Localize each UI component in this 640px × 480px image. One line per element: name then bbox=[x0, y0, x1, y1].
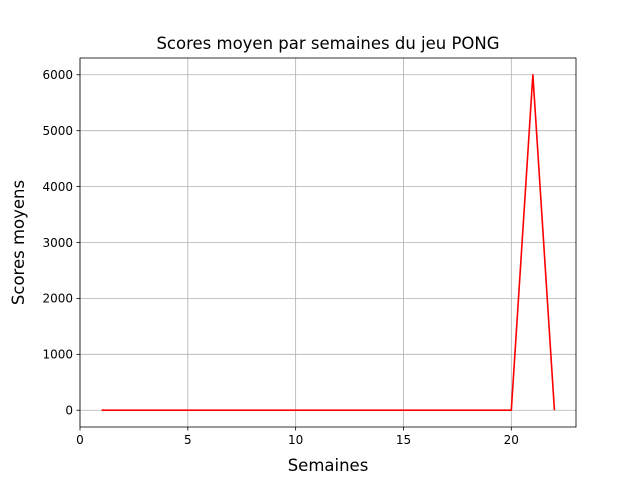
y-tick-label: 1000 bbox=[42, 348, 73, 362]
x-tick-label: 5 bbox=[184, 433, 192, 447]
x-tick-label: 0 bbox=[76, 433, 84, 447]
y-axis-label: Scores moyens bbox=[9, 180, 28, 305]
y-tick-label: 5000 bbox=[42, 124, 73, 138]
y-tick-label: 0 bbox=[65, 404, 73, 418]
ticks: 0 5 10 15 20 0 1000 2000 3000 4000 5000 6000 bbox=[42, 68, 518, 447]
y-tick-label: 3000 bbox=[42, 236, 73, 250]
grid bbox=[79, 58, 576, 427]
x-tick-label: 20 bbox=[504, 433, 519, 447]
x-tick-label: 10 bbox=[288, 433, 303, 447]
series-line bbox=[101, 73, 556, 412]
y-tick-label: 6000 bbox=[42, 68, 73, 82]
y-tick-label: 2000 bbox=[42, 292, 73, 306]
x-axis-label: Semaines bbox=[288, 456, 369, 475]
series-layer bbox=[101, 73, 556, 412]
x-tick-label: 15 bbox=[396, 433, 411, 447]
chart-title: Scores moyen par semaines du jeu PONG bbox=[156, 34, 499, 53]
y-tick-label: 4000 bbox=[42, 180, 73, 194]
